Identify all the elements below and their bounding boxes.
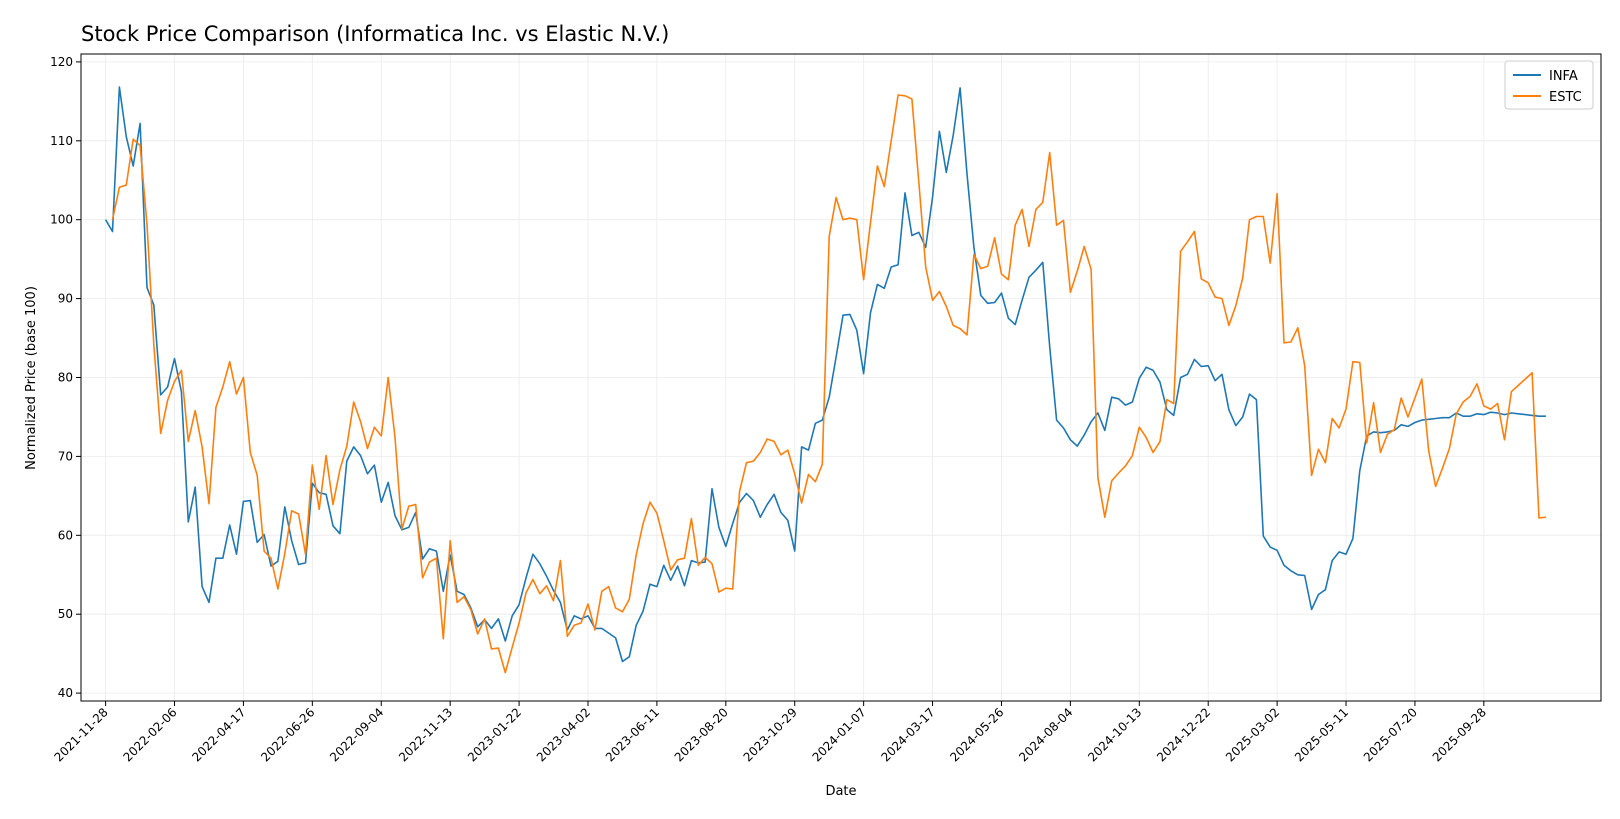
x-tick-label: 2025-05-11	[1292, 705, 1351, 764]
x-tick-label: 2024-05-26	[947, 705, 1006, 764]
legend-label-estc: ESTC	[1549, 90, 1582, 105]
x-tick-label: 2021-11-28	[52, 705, 111, 764]
y-tick-label: 80	[58, 371, 73, 385]
x-tick-label: 2022-09-04	[327, 705, 386, 764]
legend-label-infa: INFA	[1549, 69, 1578, 84]
x-tick-label: 2022-04-17	[189, 705, 248, 764]
chart-title: Stock Price Comparison (Informatica Inc.…	[81, 22, 669, 46]
y-tick-label: 100	[50, 213, 73, 227]
x-axis: 2021-11-28 2022-02-06 2022-04-17 2022-06-26…	[52, 701, 1489, 764]
x-tick-label: 2024-03-17	[878, 705, 937, 764]
y-tick-label: 40	[58, 686, 73, 700]
y-tick-label: 110	[50, 134, 73, 148]
x-tick-label: 2025-07-20	[1361, 705, 1420, 764]
legend: INFA ESTC	[1504, 60, 1594, 110]
y-axis: 40 50 60 70 80 90 100 110 120	[50, 55, 81, 700]
x-tick-label: 2024-10-13	[1085, 705, 1144, 764]
x-tick-label: 2024-08-04	[1016, 705, 1075, 764]
x-axis-label: Date	[825, 784, 856, 799]
x-tick-label: 2022-11-13	[396, 705, 455, 764]
x-tick-label: 2025-03-02	[1223, 705, 1282, 764]
x-tick-label: 2023-01-22	[465, 705, 524, 764]
series-line-infa	[104, 86, 1546, 663]
x-tick-label: 2025-09-28	[1430, 705, 1489, 764]
x-tick-label: 2022-06-26	[258, 705, 317, 764]
y-tick-label: 50	[58, 607, 73, 621]
y-tick-label: 70	[58, 449, 73, 463]
series-line-estc	[111, 94, 1546, 674]
y-tick-label: 120	[50, 55, 73, 69]
y-axis-label: Normalized Price (base 100)	[24, 286, 39, 470]
series-layer	[104, 86, 1546, 674]
x-tick-label: 2023-04-02	[534, 705, 593, 764]
x-tick-label: 2023-08-20	[672, 705, 731, 764]
x-tick-label: 2024-01-07	[810, 705, 869, 764]
x-tick-label: 2023-06-11	[603, 705, 662, 764]
y-tick-label: 60	[58, 528, 73, 542]
grid-lines	[81, 54, 1601, 701]
x-tick-label: 2023-10-29	[741, 705, 800, 764]
x-tick-label: 2024-12-22	[1154, 705, 1213, 764]
x-tick-label: 2022-02-06	[120, 705, 179, 764]
y-tick-label: 90	[58, 292, 73, 306]
